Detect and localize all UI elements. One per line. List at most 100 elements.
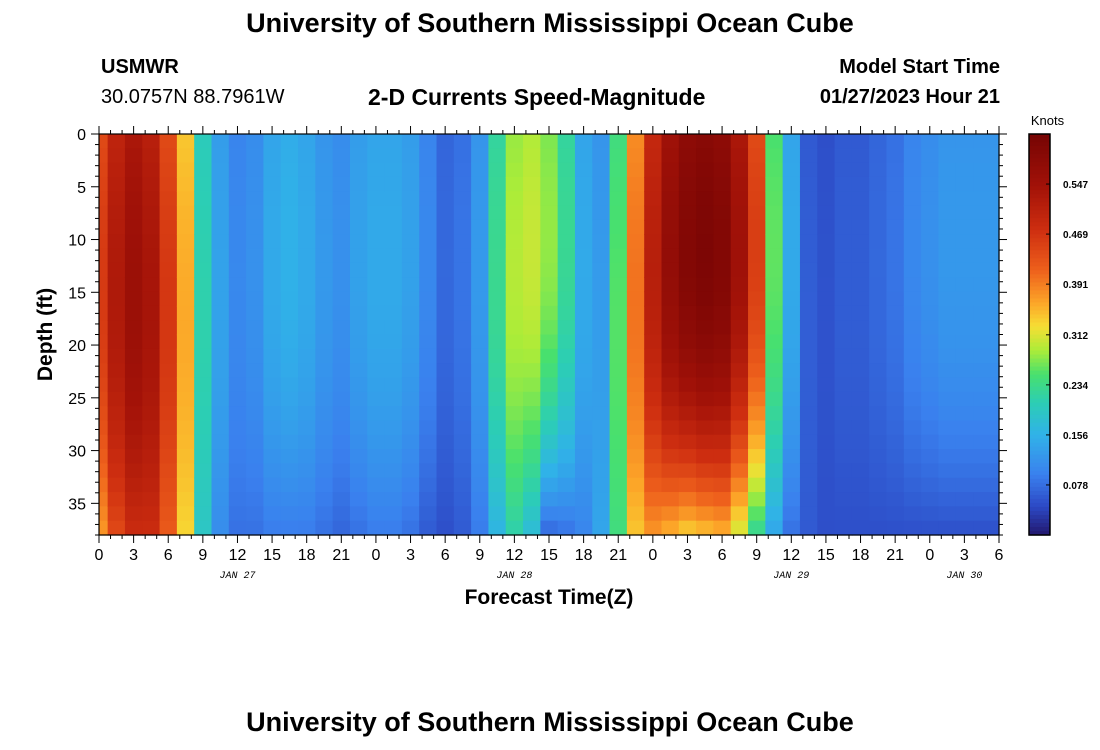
colorbar-swatch	[1029, 142, 1050, 147]
heatmap-cell	[315, 320, 334, 336]
heatmap-cell	[315, 377, 334, 393]
heatmap-cell	[298, 477, 316, 493]
heatmap-cell	[280, 334, 299, 350]
heatmap-cell	[159, 334, 178, 350]
heatmap-cell	[869, 162, 888, 178]
heatmap-cell	[903, 406, 922, 422]
heatmap-cell	[644, 176, 663, 192]
heatmap-cell	[367, 219, 386, 235]
heatmap-cell	[644, 320, 663, 336]
heatmap-cell	[626, 219, 645, 235]
heatmap-cell	[401, 134, 420, 149]
heatmap-cell	[453, 506, 472, 522]
heatmap-cell	[817, 305, 836, 321]
heatmap-cell	[817, 348, 836, 364]
heatmap-cell	[782, 134, 801, 149]
heatmap-cell	[644, 492, 663, 507]
heatmap-cell	[834, 506, 853, 522]
colorbar-swatch	[1029, 362, 1050, 368]
heatmap-cell	[609, 162, 628, 178]
footer-title: University of Southern Mississippi Ocean…	[246, 707, 854, 737]
heatmap-cell	[453, 205, 472, 221]
heatmap-cell	[903, 148, 922, 164]
heatmap-cell	[367, 463, 386, 479]
heatmap-cell	[955, 434, 974, 450]
heatmap-cell	[592, 406, 611, 422]
heatmap-cell	[523, 477, 541, 493]
heatmap-cell	[799, 191, 818, 207]
heatmap-cell	[349, 305, 368, 321]
heatmap-cell	[332, 506, 351, 522]
heatmap-cell	[955, 205, 974, 221]
heatmap-cell	[626, 463, 645, 479]
heatmap-cell	[488, 492, 507, 507]
heatmap-cell	[748, 320, 766, 336]
heatmap-cell	[938, 348, 957, 364]
heatmap-cell	[419, 148, 438, 164]
heatmap-cell	[194, 334, 213, 350]
heatmap-cell	[488, 162, 507, 178]
heatmap-cell	[419, 391, 438, 407]
x-tick-label: 21	[886, 547, 904, 564]
heatmap-cell	[592, 134, 611, 149]
heatmap-cell	[592, 234, 611, 250]
heatmap-cell	[834, 434, 853, 450]
heatmap-cell	[384, 134, 403, 149]
colorbar-swatch	[1029, 442, 1050, 448]
heatmap-cell	[124, 148, 143, 164]
heatmap-cell	[678, 191, 697, 207]
heatmap-cell	[349, 520, 368, 536]
heatmap-cell	[903, 520, 922, 536]
heatmap-cell	[523, 377, 541, 393]
heatmap-cell	[401, 262, 420, 278]
heatmap-cell	[921, 176, 940, 192]
heatmap-cell	[505, 492, 524, 507]
heatmap-cell	[176, 492, 195, 507]
heatmap-cell	[453, 148, 472, 164]
heatmap-cell	[280, 506, 299, 522]
heatmap-cell	[834, 219, 853, 235]
heatmap-cell	[626, 248, 645, 264]
heatmap-cell	[263, 248, 282, 264]
heatmap-cell	[938, 305, 957, 321]
heatmap-cell	[176, 262, 195, 278]
heatmap-cell	[176, 520, 195, 536]
heatmap-cell	[834, 234, 853, 250]
heatmap-cell	[938, 162, 957, 178]
heatmap-cell	[246, 320, 265, 336]
heatmap-cell	[211, 492, 230, 507]
heatmap-cell	[834, 305, 853, 321]
colorbar-swatch	[1029, 370, 1050, 376]
heatmap-cell	[782, 191, 801, 207]
heatmap-cell	[765, 520, 784, 536]
heatmap-cell	[834, 334, 853, 350]
colorbar-swatch	[1029, 454, 1050, 460]
colorbar-swatch	[1029, 298, 1050, 304]
heatmap-cell	[782, 248, 801, 264]
heatmap-cell	[280, 434, 299, 450]
heatmap-cell	[401, 148, 420, 164]
heatmap-cell	[280, 219, 299, 235]
heatmap-cell	[401, 248, 420, 264]
heatmap-cell	[955, 406, 974, 422]
heatmap-cell	[661, 134, 680, 149]
heatmap-cell	[107, 191, 126, 207]
x-tick-label: 9	[752, 547, 761, 564]
heatmap-cell	[644, 262, 663, 278]
heatmap-cell	[661, 205, 680, 221]
heatmap-cell	[886, 262, 905, 278]
colorbar-swatch	[1029, 514, 1050, 520]
colorbar-swatch	[1029, 510, 1050, 516]
heatmap-cell	[159, 219, 178, 235]
heatmap-cell	[246, 477, 265, 493]
heatmap-cell	[159, 363, 178, 379]
heatmap-cell	[574, 234, 593, 250]
heatmap-cell	[955, 463, 974, 479]
heatmap-cell	[246, 134, 265, 149]
heatmap-cell	[211, 406, 230, 422]
heatmap-cell	[280, 191, 299, 207]
heatmap-cell	[782, 463, 801, 479]
colorbar-swatch	[1029, 482, 1050, 488]
heatmap-cell	[748, 463, 766, 479]
heatmap-cell	[540, 277, 559, 293]
